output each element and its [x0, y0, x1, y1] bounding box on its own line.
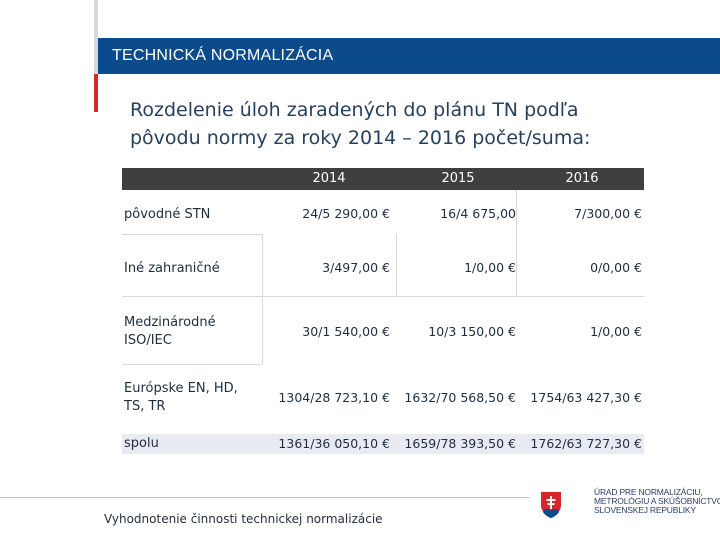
logo-line-1: ÚRAD PRE NORMALIZÁCIU,	[594, 487, 703, 497]
table-cell: 0/0,00 €	[590, 260, 642, 275]
column-divider	[396, 234, 397, 296]
table-cell: 24/5 290,00 €	[302, 206, 390, 221]
header-title: TECHNICKÁ NORMALIZÁCIA	[112, 47, 334, 64]
row-label-ine-zahranicne: Iné zahraničné	[124, 261, 220, 276]
table-cell: 30/1 540,00 €	[302, 324, 390, 339]
heading-line-2: pôvodu normy za roky 2014 – 2016 počet/s…	[130, 127, 591, 149]
row-label-europske: Európske EN, HD, TS, TR	[124, 381, 238, 414]
institution-logo: ÚRAD PRE NORMALIZÁCIU, METROLÓGIU A SKÚŠ…	[540, 488, 720, 528]
row-separator	[122, 364, 262, 365]
row-label-povodne-stn: pôvodné STN	[124, 207, 211, 222]
column-divider	[262, 296, 263, 364]
left-accent-line	[94, 0, 98, 112]
table-header-row: 2014 2015 2016	[122, 168, 644, 190]
logo-line-2: METROLÓGIU A SKÚŠOBNÍCTVO	[594, 496, 720, 506]
row-separator	[122, 296, 644, 297]
logo-line-3: SLOVENSKEJ REPUBLIKY	[594, 505, 696, 515]
row-label-spolu: spolu	[124, 436, 159, 451]
table-cell: 1632/70 568,50 €	[404, 390, 516, 405]
row-separator	[122, 234, 262, 235]
table-cell: 7/300,00 €	[574, 206, 642, 221]
table-cell: 1304/28 723,10 €	[278, 390, 390, 405]
table-cell: 1/0,00 €	[590, 324, 642, 339]
table-cell: 16/4 675,00	[440, 206, 516, 221]
table-header-corner	[122, 168, 262, 190]
table-cell: 1361/36 050,10 €	[278, 436, 390, 451]
column-header-2015: 2015	[396, 168, 520, 190]
left-accent-red-mark	[94, 74, 98, 112]
column-divider	[262, 234, 263, 296]
table-cell: 1762/63 727,30 €	[530, 436, 642, 451]
row-label-medzinarodne: Medzinárodné ISO/IEC	[124, 315, 216, 348]
data-table: 2014 2015 2016 pôvodné STN 24/5 290,00 €…	[122, 168, 644, 454]
table-cell: 3/497,00 €	[322, 260, 390, 275]
slide-heading: Rozdelenie úloh zaradených do plánu TN p…	[130, 96, 650, 152]
table-cell: 1/0,00 €	[464, 260, 516, 275]
table-cell: 10/3 150,00 €	[428, 324, 516, 339]
header-band: TECHNICKÁ NORMALIZÁCIA	[98, 38, 720, 74]
total-row-band	[122, 434, 644, 454]
column-header-2014: 2014	[262, 168, 396, 190]
column-header-2016: 2016	[520, 168, 644, 190]
column-divider	[516, 234, 517, 296]
slovak-coat-of-arms-icon	[541, 492, 561, 518]
footer-text: Vyhodnotenie činnosti technickej normali…	[104, 512, 383, 526]
footer-divider	[0, 497, 530, 498]
logo-text: ÚRAD PRE NORMALIZÁCIU, METROLÓGIU A SKÚŠ…	[594, 488, 720, 515]
table-cell: 1659/78 393,50 €	[404, 436, 516, 451]
heading-line-1: Rozdelenie úloh zaradených do plánu TN p…	[130, 99, 579, 121]
column-divider	[516, 190, 517, 234]
table-cell: 1754/63 427,30 €	[530, 390, 642, 405]
